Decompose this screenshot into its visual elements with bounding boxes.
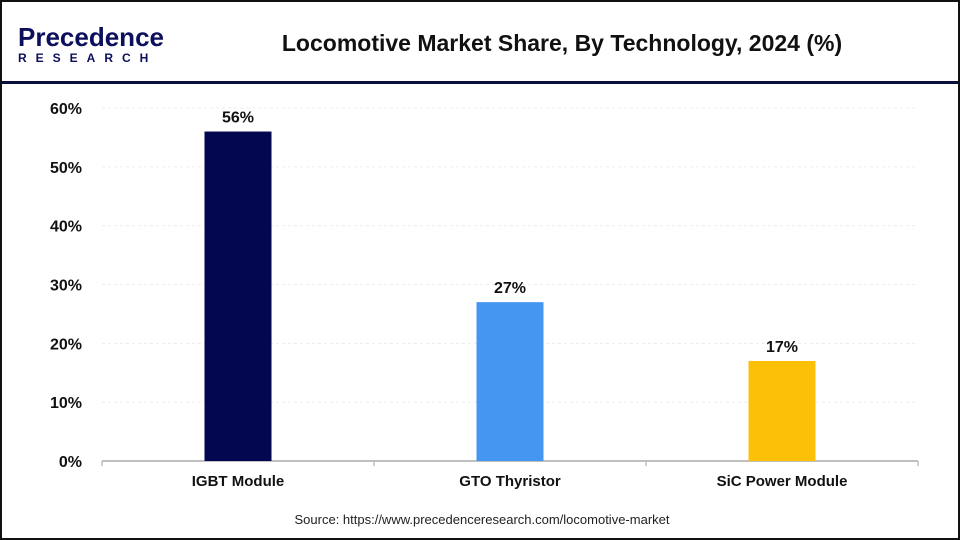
logo-line1: Precedence [18,22,164,52]
y-tick-label: 50% [50,160,82,177]
x-tick-label: IGBT Module [192,473,285,490]
bar-igbt-module [204,131,272,462]
y-tick-label: 10% [50,395,82,412]
y-tick-label: 0% [59,454,82,471]
bar-gto-thyristor [476,302,544,461]
chart-title: Locomotive Market Share, By Technology, … [281,30,843,56]
data-label: 17% [766,339,798,356]
y-tick-label: 40% [50,219,82,236]
y-tick-label: 60% [50,101,82,118]
x-tick-label: GTO Thyristor [459,473,561,490]
y-tick-label: 30% [50,278,82,295]
y-tick-label: 20% [50,336,82,353]
source-note: Source: https://www.precedenceresearch.c… [294,512,670,527]
logo: Precedence RESEARCH [18,24,164,65]
bar-sic-power-module [748,360,816,461]
data-label: 56% [222,110,254,127]
logo-line2: RESEARCH [18,51,158,65]
data-label: 27% [494,280,526,297]
x-tick-label: SiC Power Module [717,473,848,490]
header-divider [2,81,958,84]
